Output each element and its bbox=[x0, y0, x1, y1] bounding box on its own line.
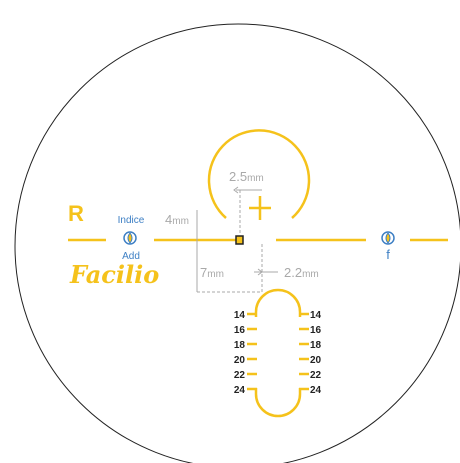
eye-label: R bbox=[68, 201, 84, 226]
near-scale bbox=[254, 288, 302, 418]
lens-outline bbox=[14, 23, 460, 463]
icon-label: Add bbox=[122, 251, 140, 262]
distance-arc bbox=[207, 129, 311, 219]
scale-number: 24 bbox=[234, 385, 246, 396]
scale-number: 18 bbox=[310, 340, 322, 351]
scale-number: 16 bbox=[310, 325, 322, 336]
dimension-lines bbox=[196, 186, 278, 293]
scale-number: 22 bbox=[234, 370, 246, 381]
scale-number: 16 bbox=[234, 325, 246, 336]
scale-number: 14 bbox=[234, 310, 246, 321]
fitting-cross bbox=[249, 196, 271, 220]
icon-label: Indice bbox=[118, 215, 145, 226]
scale-rows: 14 16 18 20 22 24 14 16 18 20 22 24 bbox=[234, 310, 322, 396]
right-icon bbox=[381, 231, 395, 245]
dimension-label: 4mm bbox=[165, 212, 189, 227]
scale-number: 18 bbox=[234, 340, 246, 351]
dimension-label: 7mm bbox=[200, 265, 224, 280]
left-icon bbox=[123, 231, 137, 245]
center-marker bbox=[235, 235, 244, 245]
scale-number: 24 bbox=[310, 385, 322, 396]
dimension-label: 2.2mm bbox=[284, 265, 319, 280]
scale-number: 22 bbox=[310, 370, 322, 381]
scale-number: 14 bbox=[310, 310, 322, 321]
dimension-label: 2.5mm bbox=[229, 169, 264, 184]
scale-number: 20 bbox=[310, 355, 322, 366]
scale-number: 20 bbox=[234, 355, 246, 366]
brand-logo: Facilio bbox=[69, 260, 159, 289]
icon-label: f bbox=[386, 247, 390, 262]
